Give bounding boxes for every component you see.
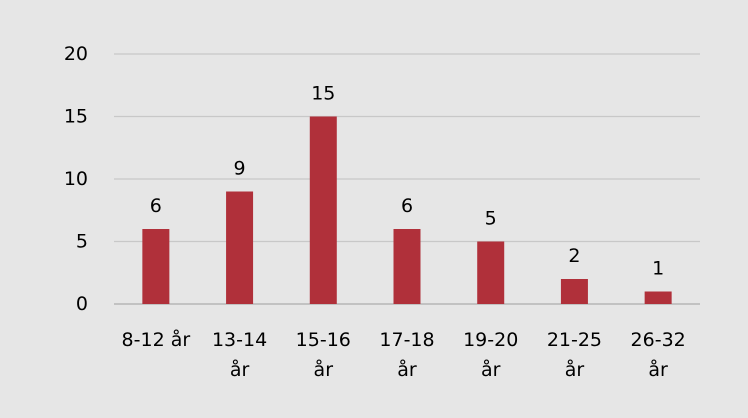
y-tick-label: 10 [64, 168, 88, 190]
y-tick-label: 20 [64, 43, 88, 65]
bar [309, 116, 337, 304]
bar [560, 279, 588, 304]
x-tick-label-line: år [648, 358, 668, 381]
data-label: 6 [150, 195, 162, 217]
data-label: 6 [401, 195, 413, 217]
y-axis-ticks: 0 5 10 15 20 [64, 43, 88, 315]
x-tick-label: 15-16 år [296, 329, 351, 381]
y-tick-label: 5 [76, 231, 88, 253]
x-tick-label-line: år [481, 358, 501, 381]
x-tick-label-line: 15-16 [296, 329, 351, 351]
x-tick-label: 13-14 år [212, 329, 267, 381]
x-tick-label-line: 17-18 [379, 329, 434, 351]
x-tick-label: 21-25 år [547, 329, 602, 381]
x-tick-label-line: år [230, 358, 250, 381]
bar [644, 291, 672, 304]
x-tick-label-line: 8-12 år [122, 328, 191, 351]
x-tick-label-line: 13-14 [212, 329, 267, 351]
x-tick-label: 17-18 år [379, 329, 434, 381]
y-tick-label: 15 [64, 106, 88, 128]
bar [477, 241, 505, 304]
y-tick-label: 0 [76, 293, 88, 315]
x-tick-label-line: 21-25 [547, 329, 602, 351]
bars [142, 116, 672, 304]
x-tick-label-line: år [565, 358, 585, 381]
bar [393, 229, 421, 304]
x-tick-label: 26-32 år [631, 329, 686, 381]
x-tick-label-line: år [314, 358, 334, 381]
bar [226, 191, 254, 304]
data-label: 2 [568, 245, 580, 267]
x-tick-label: 19-20 år [463, 329, 518, 381]
data-label: 5 [485, 208, 497, 230]
x-tick-label: 8-12 år [122, 328, 191, 351]
bar [142, 229, 170, 304]
data-labels: 6 9 15 6 5 2 1 [150, 83, 664, 280]
x-tick-label-line: 19-20 [463, 329, 518, 351]
data-label: 15 [311, 83, 335, 105]
x-tick-label-line: 26-32 [631, 329, 686, 351]
x-tick-label-line: år [397, 358, 417, 381]
data-label: 1 [652, 258, 664, 280]
data-label: 9 [234, 158, 246, 180]
